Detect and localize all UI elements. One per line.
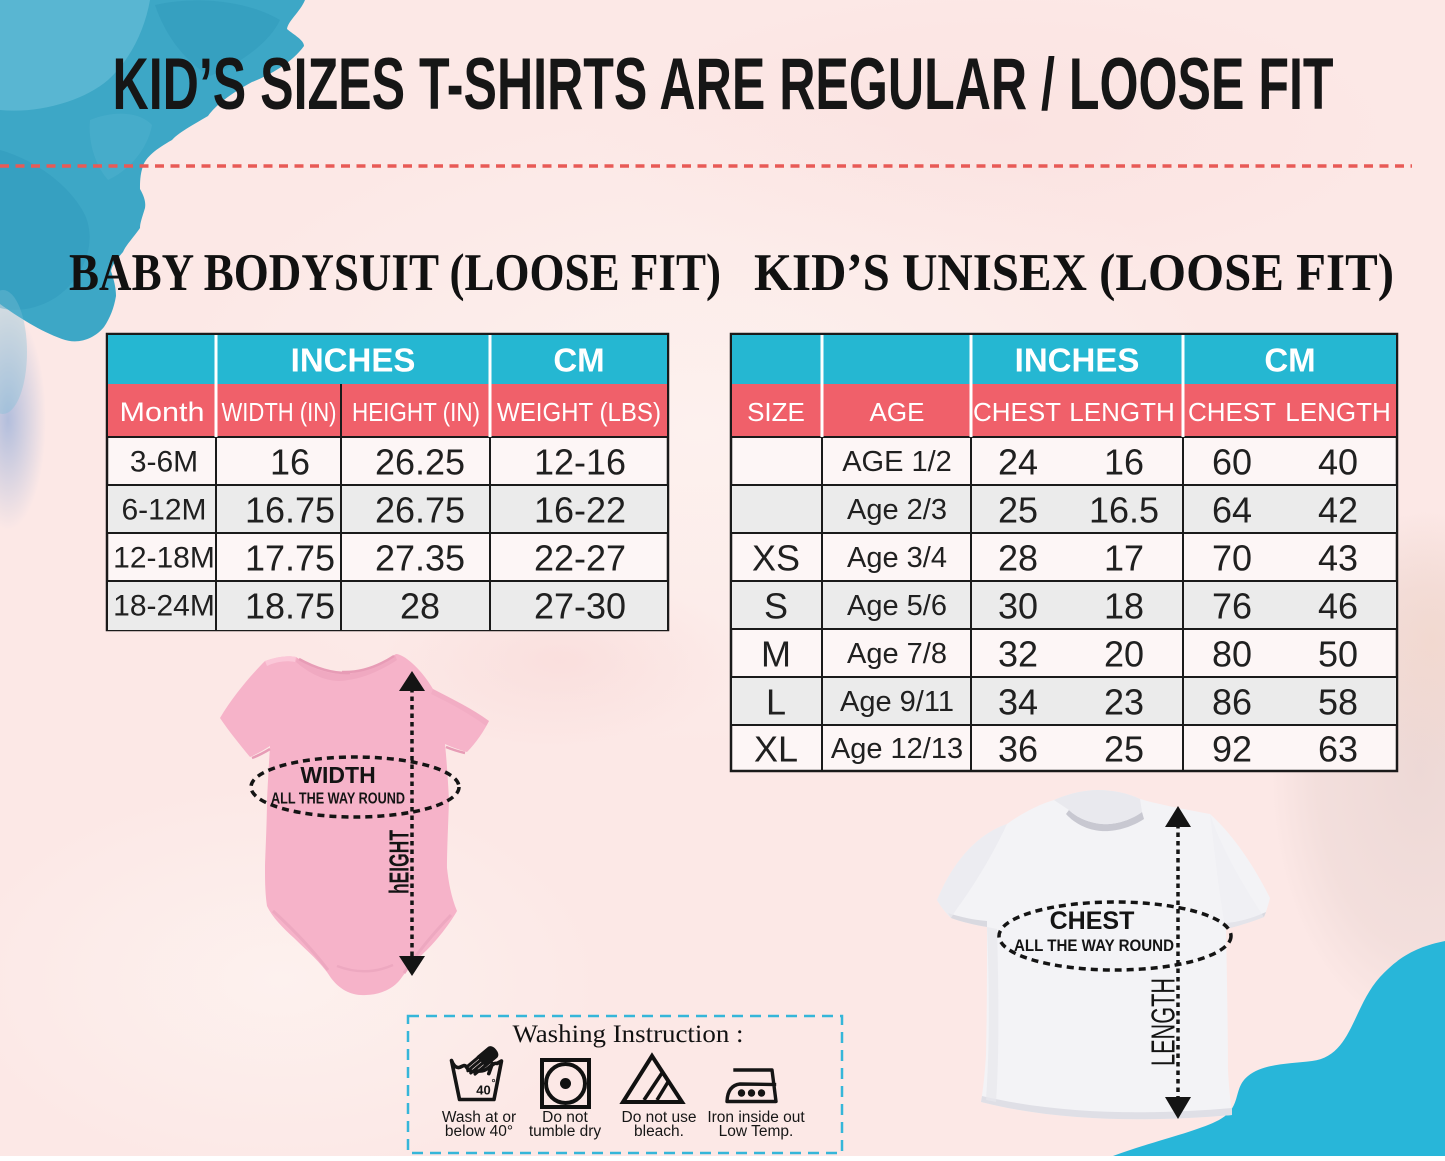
svg-text:22-27: 22-27 [534, 538, 626, 579]
svg-text:Age 5/6: Age 5/6 [847, 590, 947, 622]
svg-text:Do not use: Do not use [622, 1109, 697, 1126]
svg-text:40: 40 [476, 1083, 490, 1098]
svg-text:18-24M: 18-24M [113, 590, 215, 623]
svg-text:58: 58 [1318, 682, 1358, 723]
svg-text:42: 42 [1318, 490, 1358, 531]
svg-text:34: 34 [998, 682, 1038, 723]
svg-text:HEIGHT (IN): HEIGHT (IN) [352, 397, 480, 427]
svg-text:M: M [761, 634, 791, 675]
svg-text:L: L [766, 682, 786, 723]
svg-text:27-30: 27-30 [534, 586, 626, 627]
svg-text:50: 50 [1318, 634, 1358, 675]
svg-text:Age 3/4: Age 3/4 [847, 542, 947, 574]
svg-text:KID’S SIZES T-SHIRTS ARE REGUL: KID’S SIZES T-SHIRTS ARE REGULAR / LOOSE… [112, 44, 1333, 126]
svg-text:3-6M: 3-6M [130, 446, 198, 479]
svg-text:hEIGHT: hEIGHT [384, 830, 415, 894]
svg-text:KID’S UNISEX (LOOSE FIT): KID’S UNISEX (LOOSE FIT) [754, 244, 1394, 302]
svg-text:70: 70 [1212, 538, 1252, 579]
svg-text:AGE: AGE [870, 397, 925, 427]
svg-text:WIDTH (IN): WIDTH (IN) [222, 397, 337, 427]
svg-text:Age 7/8: Age 7/8 [847, 638, 947, 670]
svg-text:30: 30 [998, 586, 1038, 627]
svg-text:Age 9/11: Age 9/11 [840, 686, 954, 718]
svg-text:18: 18 [1104, 586, 1144, 627]
svg-text:LENGTH: LENGTH [1145, 978, 1182, 1066]
svg-text:16: 16 [270, 442, 310, 483]
svg-text:26.25: 26.25 [375, 442, 465, 483]
svg-text:16: 16 [1104, 442, 1144, 483]
svg-text:63: 63 [1318, 729, 1358, 770]
svg-text:28: 28 [998, 538, 1038, 579]
svg-text:Month: Month [120, 397, 205, 427]
svg-text:ALL THE WAY ROUND: ALL THE WAY ROUND [271, 791, 405, 808]
svg-text:20: 20 [1104, 634, 1144, 675]
svg-text:LENGTH: LENGTH [1069, 397, 1174, 427]
svg-text:36: 36 [998, 729, 1038, 770]
svg-text:80: 80 [1212, 634, 1252, 675]
svg-text:CHEST: CHEST [1050, 907, 1135, 935]
svg-text:Wash at or: Wash at or [442, 1109, 516, 1126]
svg-text:Do not: Do not [542, 1109, 588, 1126]
svg-text:40: 40 [1318, 442, 1358, 483]
svg-text:16-22: 16-22 [534, 490, 626, 531]
svg-text:XL: XL [754, 729, 798, 770]
svg-text:25: 25 [1104, 729, 1144, 770]
svg-text:below 40°: below 40° [445, 1123, 513, 1140]
svg-text:86: 86 [1212, 682, 1252, 723]
svg-text:LENGTH: LENGTH [1285, 397, 1390, 427]
svg-text:26.75: 26.75 [375, 490, 465, 531]
svg-text:CM: CM [553, 342, 604, 379]
svg-text:17: 17 [1104, 538, 1144, 579]
svg-text:Iron inside out: Iron inside out [707, 1109, 805, 1126]
svg-text:76: 76 [1212, 586, 1252, 627]
svg-text:WIDTH: WIDTH [300, 762, 375, 788]
svg-text:CHEST: CHEST [1188, 397, 1276, 427]
svg-text:6-12M: 6-12M [121, 494, 206, 527]
svg-text:INCHES: INCHES [1015, 342, 1140, 379]
svg-text:Washing Instruction :: Washing Instruction : [513, 1019, 744, 1048]
svg-text:92: 92 [1212, 729, 1252, 770]
svg-text:17.75: 17.75 [245, 538, 335, 579]
svg-text:24: 24 [998, 442, 1038, 483]
svg-text:ALL THE WAY ROUND: ALL THE WAY ROUND [1014, 937, 1174, 955]
svg-text:27.35: 27.35 [375, 538, 465, 579]
svg-text:Low Temp.: Low Temp. [719, 1123, 794, 1140]
svg-text:60: 60 [1212, 442, 1252, 483]
svg-text:23: 23 [1104, 682, 1144, 723]
svg-text:16.5: 16.5 [1089, 490, 1159, 531]
svg-text:28: 28 [400, 586, 440, 627]
svg-text:16.75: 16.75 [245, 490, 335, 531]
svg-text:AGE 1/2: AGE 1/2 [842, 446, 952, 478]
svg-text:XS: XS [752, 538, 800, 579]
svg-text:43: 43 [1318, 538, 1358, 579]
svg-text:°: ° [492, 1078, 496, 1089]
svg-text:bleach.: bleach. [634, 1123, 684, 1140]
svg-text:64: 64 [1212, 490, 1252, 531]
svg-text:S: S [764, 586, 788, 627]
svg-text:INCHES: INCHES [291, 342, 416, 379]
svg-text:25: 25 [998, 490, 1038, 531]
svg-text:18.75: 18.75 [245, 586, 335, 627]
svg-text:Age 12/13: Age 12/13 [831, 733, 963, 765]
svg-text:tumble dry: tumble dry [529, 1123, 602, 1140]
svg-text:Age 2/3: Age 2/3 [847, 494, 947, 526]
svg-text:CHEST: CHEST [973, 397, 1061, 427]
svg-text:CM: CM [1264, 342, 1315, 379]
svg-text:BABY BODYSUIT (LOOSE FIT): BABY BODYSUIT (LOOSE FIT) [69, 244, 721, 302]
svg-text:WEIGHT (LBS): WEIGHT (LBS) [497, 397, 661, 427]
svg-text:SIZE: SIZE [747, 397, 805, 427]
svg-text:46: 46 [1318, 586, 1358, 627]
svg-text:12-18M: 12-18M [113, 542, 215, 575]
svg-text:12-16: 12-16 [534, 442, 626, 483]
svg-text:32: 32 [998, 634, 1038, 675]
